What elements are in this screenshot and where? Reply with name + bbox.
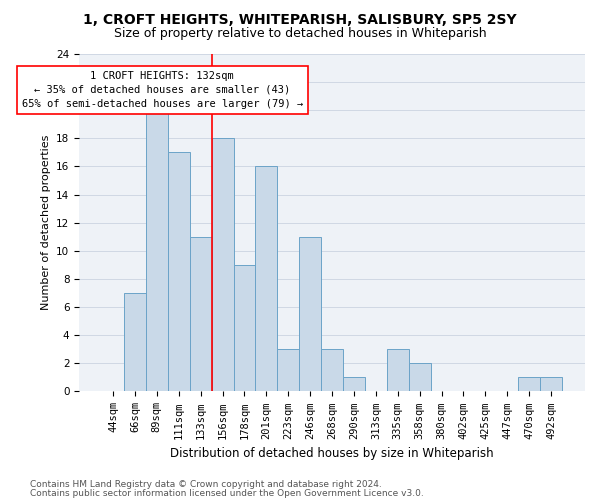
Bar bbox=[233, 265, 256, 392]
Bar bbox=[168, 152, 190, 392]
Text: 1 CROFT HEIGHTS: 132sqm
← 35% of detached houses are smaller (43)
65% of semi-de: 1 CROFT HEIGHTS: 132sqm ← 35% of detache… bbox=[22, 71, 303, 109]
X-axis label: Distribution of detached houses by size in Whiteparish: Distribution of detached houses by size … bbox=[170, 447, 494, 460]
Bar bbox=[387, 350, 409, 392]
Bar bbox=[409, 364, 431, 392]
Bar bbox=[124, 293, 146, 392]
Text: 1, CROFT HEIGHTS, WHITEPARISH, SALISBURY, SP5 2SY: 1, CROFT HEIGHTS, WHITEPARISH, SALISBURY… bbox=[83, 12, 517, 26]
Bar bbox=[321, 350, 343, 392]
Bar bbox=[518, 378, 540, 392]
Text: Contains public sector information licensed under the Open Government Licence v3: Contains public sector information licen… bbox=[30, 488, 424, 498]
Text: Size of property relative to detached houses in Whiteparish: Size of property relative to detached ho… bbox=[113, 28, 487, 40]
Bar bbox=[212, 138, 233, 392]
Bar bbox=[299, 237, 321, 392]
Bar bbox=[190, 237, 212, 392]
Bar bbox=[277, 350, 299, 392]
Bar bbox=[343, 378, 365, 392]
Y-axis label: Number of detached properties: Number of detached properties bbox=[41, 135, 50, 310]
Bar bbox=[256, 166, 277, 392]
Bar bbox=[146, 110, 168, 392]
Bar bbox=[540, 378, 562, 392]
Text: Contains HM Land Registry data © Crown copyright and database right 2024.: Contains HM Land Registry data © Crown c… bbox=[30, 480, 382, 489]
